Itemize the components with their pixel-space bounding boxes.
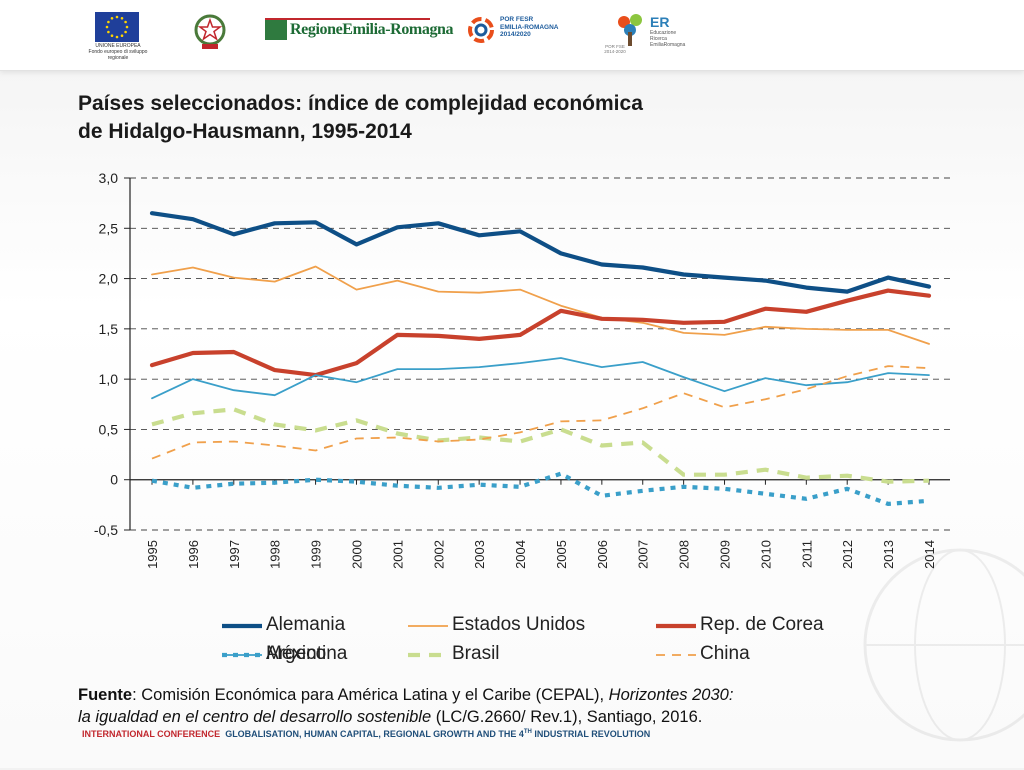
legend-label: Brasil: [452, 643, 500, 664]
x-tick-label: 2003: [472, 540, 487, 569]
source-label: Fuente: [78, 686, 133, 704]
x-tick-label: 2006: [595, 540, 610, 569]
series-line-alemania: [149, 211, 932, 294]
x-tick-label: 2007: [636, 540, 651, 569]
x-tick-label: 2009: [718, 540, 733, 569]
x-tick-label: 2011: [799, 540, 814, 568]
legend-label: México: [266, 643, 327, 664]
globe-watermark: [863, 548, 1024, 742]
por-fesr-line-1: POR FESR: [500, 16, 534, 23]
legend-swatch: [656, 654, 696, 656]
x-tick-label: 2000: [349, 540, 364, 569]
y-tick-label: 0,5: [99, 421, 119, 437]
footer-theme-sup: TH: [523, 729, 532, 735]
x-axis-tick-labels: 1995 1996 1997 1998 1999 2000 2001 2002 2003 2004…: [145, 540, 937, 569]
eu-logo-line-1: UNIONE EUROPEA: [95, 43, 141, 49]
logo-header: UNIONE EUROPEA Fondo europeo di sviluppo…: [0, 0, 1024, 71]
series-line-estados-unidos: [151, 265, 930, 345]
er-logo-subtitle: Educazione Ricerca EmiliaRomagna: [650, 30, 685, 48]
por-fesr-line-3: 2014/2020: [500, 31, 531, 38]
footer-conference-theme: GLOBALISATION, HUMAN CAPITAL, REGIONAL G…: [225, 729, 650, 739]
source-text-1: : Comisión Económica para América Latina…: [132, 686, 609, 704]
x-tick-label: 2001: [390, 540, 405, 569]
regione-emilia-romagna-logo: RegioneEmilia-Romagna: [265, 18, 454, 46]
rer-red-line: [265, 18, 430, 20]
x-tick-label: 1995: [145, 540, 160, 569]
eu-flag-logo: [95, 12, 139, 42]
y-tick-label: 1,5: [99, 321, 119, 337]
legend-swatch: [408, 625, 448, 627]
y-axis-tick-labels: 3,0 2,5 2,0 1,5 1,0 0,5 0 -0,5: [94, 170, 118, 538]
y-tick-label: 2,0: [99, 271, 119, 287]
series-line-china: [151, 365, 930, 460]
x-tick-label: 1996: [186, 540, 201, 569]
series-line-brasil: [151, 407, 930, 484]
source-note: Fuente: Comisión Económica para América …: [78, 684, 958, 728]
chart-series: [149, 211, 932, 506]
eu-logo-line-2: Fondo europeo di sviluppo regionale: [88, 49, 148, 61]
x-tick-label: 2004: [513, 540, 528, 569]
x-tick-label: 2014: [922, 540, 937, 569]
footer-conference-label: INTERNATIONAL CONFERENCE: [82, 729, 221, 739]
er-logo-title: ER: [650, 14, 670, 30]
chart-axes: [124, 177, 950, 531]
x-tick-label: 2005: [554, 540, 569, 569]
chart-title-line-1: Países seleccionados: índice de compleji…: [78, 92, 643, 115]
series-line-rep-de-corea: [149, 288, 932, 378]
legend-label: Rep. de Corea: [700, 614, 824, 635]
er-small-line-1: POR FSE: [605, 44, 625, 49]
er-small-text: POR FSE 2014-2020: [600, 44, 630, 54]
y-tick-label: 1,0: [99, 371, 119, 387]
chart-title-line-2: de Hidalgo-Hausmann, 1995-2014: [78, 120, 412, 143]
footer-theme-part-2: INDUSTRIAL REVOLUTION: [531, 729, 651, 739]
conference-footer: INTERNATIONAL CONFERENCE GLOBALISATION, …: [82, 729, 650, 739]
legend-label: Argentina: [266, 643, 348, 664]
series-line-argentina: [151, 471, 930, 506]
er-tree-icon: [612, 10, 650, 48]
por-fesr-ring-icon: [466, 15, 496, 45]
legend-label: Estados Unidos: [452, 614, 586, 635]
legend-swatch: [408, 652, 448, 658]
x-tick-label: 2013: [881, 540, 896, 569]
chart-title: Países seleccionados: índice de compleji…: [78, 90, 878, 146]
por-fesr-text: POR FESR EMILIA-ROMAGNA 2014/2020: [500, 16, 559, 39]
y-tick-label: 3,0: [99, 170, 119, 186]
x-tick-label: 1998: [268, 540, 283, 569]
legend-swatch: [222, 652, 262, 658]
y-tick-label: -0,5: [94, 522, 118, 538]
source-italic-1: Horizontes 2030:: [608, 686, 734, 704]
x-tick-label: 2002: [431, 540, 446, 569]
italian-republic-emblem: [192, 12, 228, 52]
er-sub-line-3: EmiliaRomagna: [650, 42, 686, 48]
chart-legend: Alemania Estados Unidos Rep. de Corea Méxic…: [222, 613, 872, 669]
er-small-line-2: 2014-2020: [604, 49, 626, 54]
source-text-2: (LC/G.2660/ Rev.1), Santiago, 2016.: [431, 708, 703, 726]
x-tick-label: 1999: [309, 540, 324, 569]
legend-label: Alemania: [266, 614, 346, 635]
legend-label: China: [700, 643, 750, 664]
er-sub-line-2: Ricerca: [650, 36, 667, 42]
series-line-m-xico: [151, 357, 930, 400]
x-tick-label: 1997: [227, 540, 242, 569]
x-tick-label: 2008: [677, 540, 692, 569]
x-tick-label: 2010: [758, 540, 773, 569]
y-tick-label: 2,5: [99, 220, 119, 236]
rer-logo-text: RegioneEmilia-Romagna: [290, 21, 454, 38]
footer-theme-part-1: GLOBALISATION, HUMAN CAPITAL, REGIONAL G…: [225, 729, 524, 739]
source-italic-2: la igualdad en el centro del desarrollo …: [78, 708, 432, 726]
chart-gridlines: [130, 177, 950, 531]
rer-mark-icon: [265, 20, 287, 40]
eu-logo-text: UNIONE EUROPEA Fondo europeo di sviluppo…: [82, 43, 154, 61]
legend-swatch: [222, 623, 262, 629]
x-tick-label: 2012: [840, 540, 855, 569]
eu-stars-icon: [105, 15, 129, 39]
por-fesr-line-2: EMILIA-ROMAGNA: [500, 23, 559, 31]
er-sub-line-1: Educazione: [650, 30, 677, 36]
y-tick-label: 0: [110, 472, 118, 488]
legend-swatch: [656, 623, 696, 629]
